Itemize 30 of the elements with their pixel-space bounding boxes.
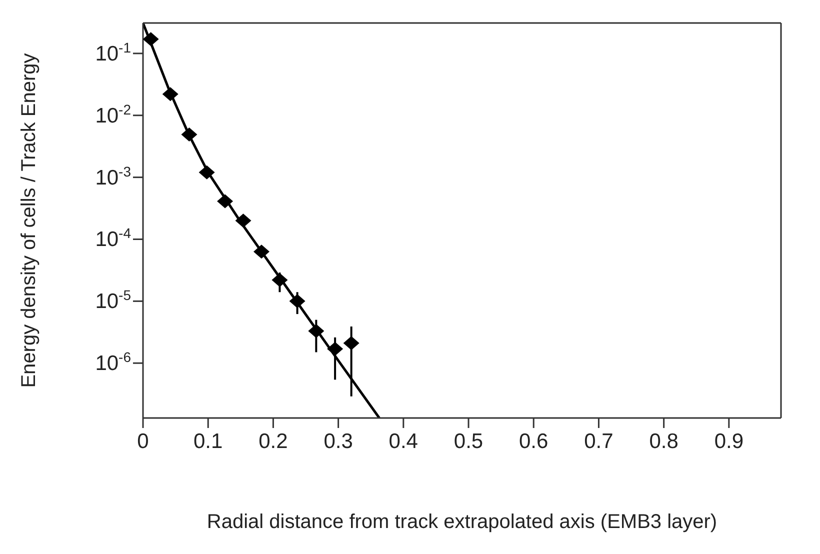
point (343, 336, 360, 350)
y-tick-label: 10$^{-2}$ (95, 101, 132, 128)
x-tick-label: 0.9 (714, 430, 744, 453)
y-tick-label: 10$^{-4}$ (95, 225, 132, 252)
x-tick-label: 0.6 (519, 430, 548, 453)
point (289, 294, 306, 308)
x-tick-label: 0.2 (258, 430, 288, 453)
x-tick-label: 0.7 (584, 430, 614, 453)
y-tick-label: 10$^{-1}$ (95, 39, 132, 66)
x-tick-label: 0.3 (324, 430, 353, 453)
y-axis-title: Energy density of cells / Track Energy (18, 53, 40, 388)
x-axis-title: Radial distance from track extrapolated axis (EMB3 layer) (206, 511, 718, 533)
y-tick-label: 10$^{-5}$ (95, 287, 132, 314)
y-tick-label: 10$^{-6}$ (95, 349, 132, 376)
point (198, 165, 215, 180)
x-tick-label: 0.5 (454, 430, 484, 453)
x-tick-label: 0.1 (194, 430, 223, 453)
x-tick-label: 0.4 (388, 430, 418, 453)
point (327, 342, 344, 356)
point (235, 214, 252, 228)
x-tick-label: 0.8 (649, 430, 678, 453)
point (272, 272, 288, 287)
point (143, 32, 159, 46)
x-tick-label: 0 (137, 430, 149, 453)
point (181, 128, 198, 142)
y-tick-label: 10$^{-3}$ (95, 163, 132, 190)
point (162, 87, 178, 102)
point (308, 324, 324, 338)
point (217, 194, 234, 208)
point (253, 244, 270, 259)
